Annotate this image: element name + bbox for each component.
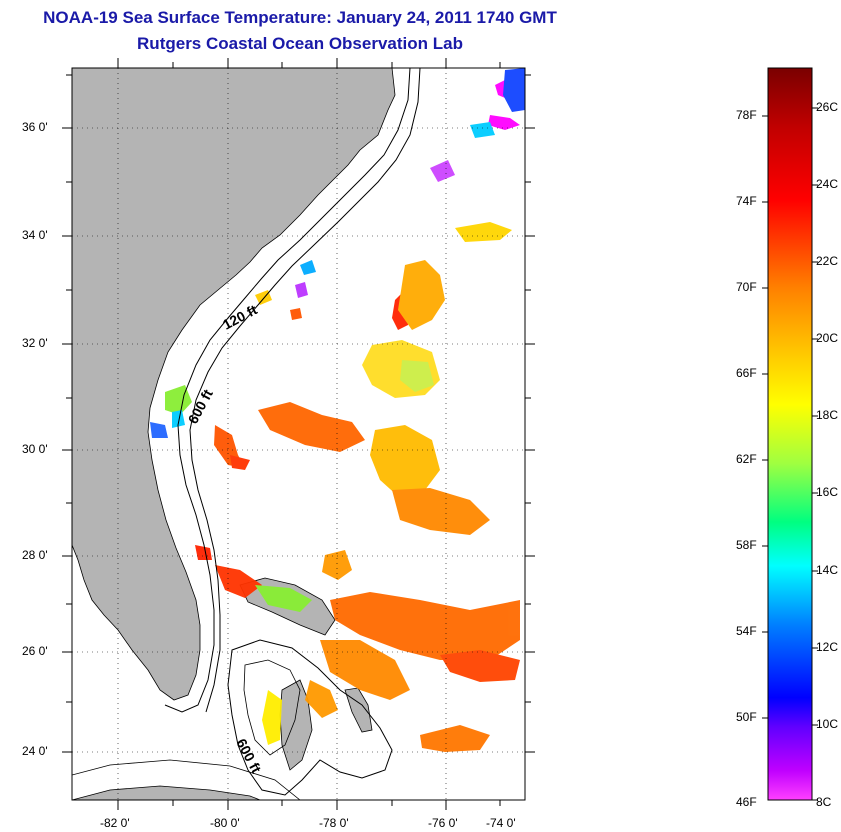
colorbar-label-54f: 54F <box>736 624 757 638</box>
lon-label-74: -74 0' <box>486 816 516 830</box>
colorbar-label-14c: 14C <box>816 563 839 577</box>
colorbar-label-24c: 24C <box>816 177 839 191</box>
colorbar-label-22c: 22C <box>816 254 839 268</box>
lat-label-34: 34 0' <box>22 228 48 242</box>
colorbar-label-58f: 58F <box>736 538 757 552</box>
colorbar-label-16c: 16C <box>816 485 839 499</box>
colorbar-label-10c: 10C <box>816 717 839 731</box>
colorbar-label-20c: 20C <box>816 331 839 345</box>
colorbar-label-12c: 12C <box>816 640 839 654</box>
contour-120ft <box>164 68 411 713</box>
colorbar-label-74f: 74F <box>736 194 757 208</box>
colorbar-label-70f: 70F <box>736 280 757 294</box>
map-title: NOAA-19 Sea Surface Temperature: January… <box>43 8 557 27</box>
lat-label-30: 30 0' <box>22 442 48 456</box>
lat-label-26: 26 0' <box>22 644 48 658</box>
colorbar-label-66f: 66F <box>736 366 757 380</box>
contour-bahamas-inner <box>243 659 301 756</box>
contour-cuba <box>72 759 301 800</box>
colorbar-label-8c: 8C <box>816 795 832 809</box>
colorbar <box>767 67 813 801</box>
colorbar-label-26c: 26C <box>816 100 839 114</box>
island-cuba <box>72 785 261 800</box>
map-frame <box>71 67 526 801</box>
colorbar-label-78f: 78F <box>736 108 757 122</box>
sst-patches <box>150 68 525 752</box>
lat-label-36: 36 0' <box>22 120 48 134</box>
lon-label-76: -76 0' <box>428 816 458 830</box>
colorbar-ticks <box>762 107 818 801</box>
map-grid <box>72 68 525 800</box>
map-subtitle: Rutgers Coastal Ocean Observation Lab <box>137 34 463 53</box>
contour-600ft <box>189 68 421 713</box>
colorbar-label-18c: 18C <box>816 408 839 422</box>
lat-label-32: 32 0' <box>22 336 48 350</box>
lon-label-80: -80 0' <box>210 816 240 830</box>
land-mass <box>72 68 396 701</box>
colorbar-label-62f: 62F <box>736 452 757 466</box>
lon-label-78: -78 0' <box>319 816 349 830</box>
colorbar-label-46f: 46F <box>736 795 757 809</box>
lon-label-82: -82 0' <box>100 816 130 830</box>
map-ticks <box>62 58 535 810</box>
lat-label-28: 28 0' <box>22 548 48 562</box>
colorbar-label-50f: 50F <box>736 710 757 724</box>
lat-label-24: 24 0' <box>22 744 48 758</box>
contour-bahamas <box>227 639 393 796</box>
